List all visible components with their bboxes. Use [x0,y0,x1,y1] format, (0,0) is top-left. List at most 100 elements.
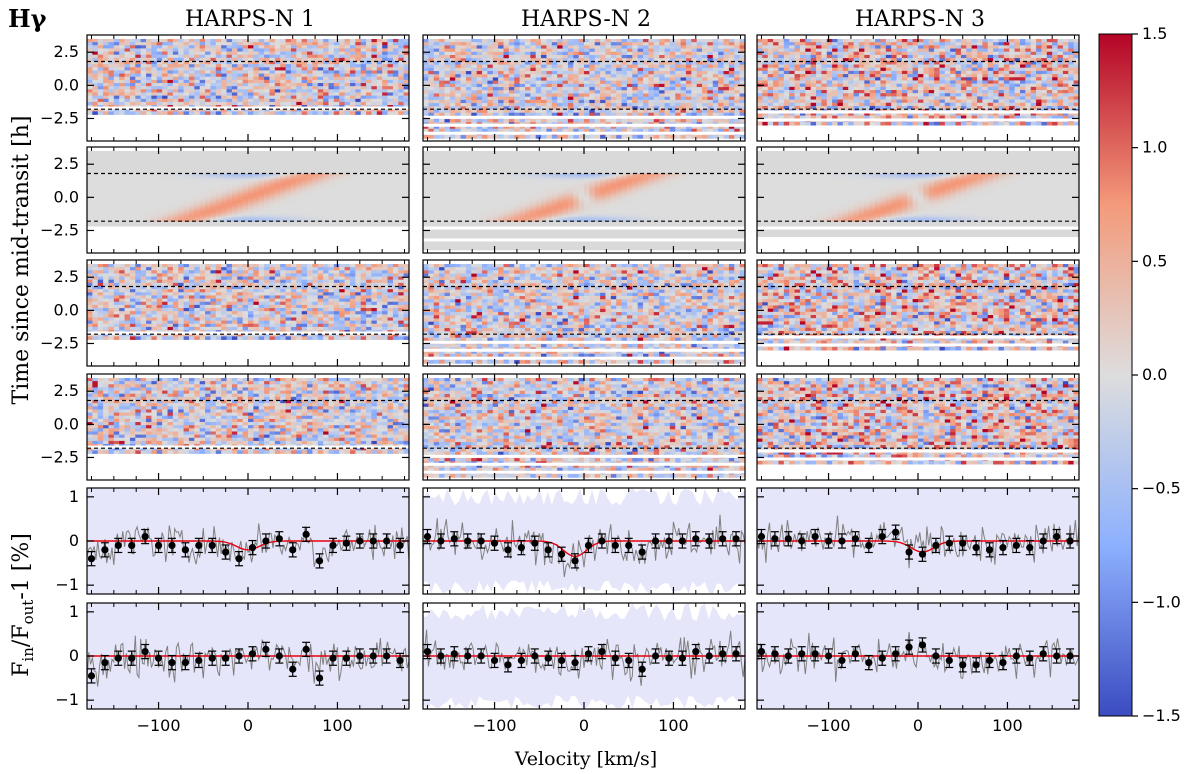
map-cell [162,61,168,65]
map-cell [757,115,763,120]
map-cell [1009,38,1015,43]
map-cell [439,125,445,130]
map-cell [135,101,142,106]
map-cell [987,93,994,97]
map-cell [842,61,849,65]
map-cell [810,42,817,46]
map-cell [944,48,951,53]
map-cell [842,42,849,46]
map-cell [659,61,665,66]
map-cell [97,79,104,84]
map-cell [519,96,526,101]
map-cell [312,111,319,115]
map-cell [578,45,585,49]
map-cell [498,135,504,139]
map-cell [982,83,989,88]
map-cell [718,87,724,91]
map-cell [1068,45,1075,49]
map-cell [498,61,504,66]
map-cell [626,61,633,66]
map-cell [119,67,125,71]
map-cell [439,119,445,123]
map-cell [403,70,409,74]
map-cell [1052,93,1058,97]
map-cell [433,109,440,114]
map-cell [248,98,254,103]
map-cell [734,61,741,66]
map-cell [403,89,409,93]
map-cell [328,79,335,84]
map-cell [205,67,211,71]
map-cell [702,90,708,94]
map-cell [108,101,115,106]
map-cell [221,111,227,115]
map-cell [1041,51,1048,56]
map-cell [498,80,504,85]
map-cell [476,112,483,117]
map-cell [659,80,665,85]
map-cell [290,73,297,78]
map-cell [301,111,308,115]
map-cell [392,86,399,90]
map-cell [492,71,499,75]
map-cell [589,48,596,53]
map-cell [675,87,681,91]
map-cell [1052,96,1058,100]
map-cell [578,61,585,66]
map-cell [955,93,962,97]
map-cell [1025,67,1032,72]
map-cell [269,73,276,78]
map-cell [471,51,478,56]
map-cell [524,119,531,123]
map-cell [328,76,335,81]
map-cell [1014,90,1021,94]
map-cell [258,83,265,87]
map-cell [626,64,633,69]
map-cell [680,125,687,130]
map-cell [773,45,779,49]
map-cell [97,67,104,71]
map-cell [103,48,109,52]
map-cell [498,67,504,72]
map-cell [439,96,445,101]
map-cell [524,106,531,110]
map-cell [487,93,494,98]
map-cell [643,119,649,123]
map-cell [124,86,131,90]
map-cell [594,128,601,133]
map-cell [328,111,335,115]
map-cell [455,103,461,107]
map-cell [387,76,394,81]
map-cell [826,51,833,56]
map-cell [842,80,849,85]
map-cell [487,119,494,123]
map-cell [982,64,989,69]
map-cell [503,58,510,62]
map-cell [848,54,854,59]
map-cell [387,95,394,100]
map-cell [376,101,383,106]
map-cell [621,42,628,46]
map-cell [739,128,745,133]
map-cell [482,96,488,101]
map-cell [880,112,887,116]
map-cell [648,90,655,94]
map-cell [482,87,488,91]
map-cell [87,98,93,103]
map-cell [891,83,897,88]
map-cell [371,79,378,84]
map-cell [712,42,719,46]
map-cell [600,109,606,114]
map-cell [519,112,526,117]
map-cell [97,61,104,65]
map-cell [1046,112,1053,116]
map-cell [934,48,940,53]
map-cell [210,76,217,81]
map-cell [621,103,628,107]
map-cell [907,42,914,46]
map-cell [928,105,935,110]
map-cell [194,86,201,90]
map-cell [610,67,617,72]
map-cell [848,102,854,107]
map-cell [912,80,919,85]
